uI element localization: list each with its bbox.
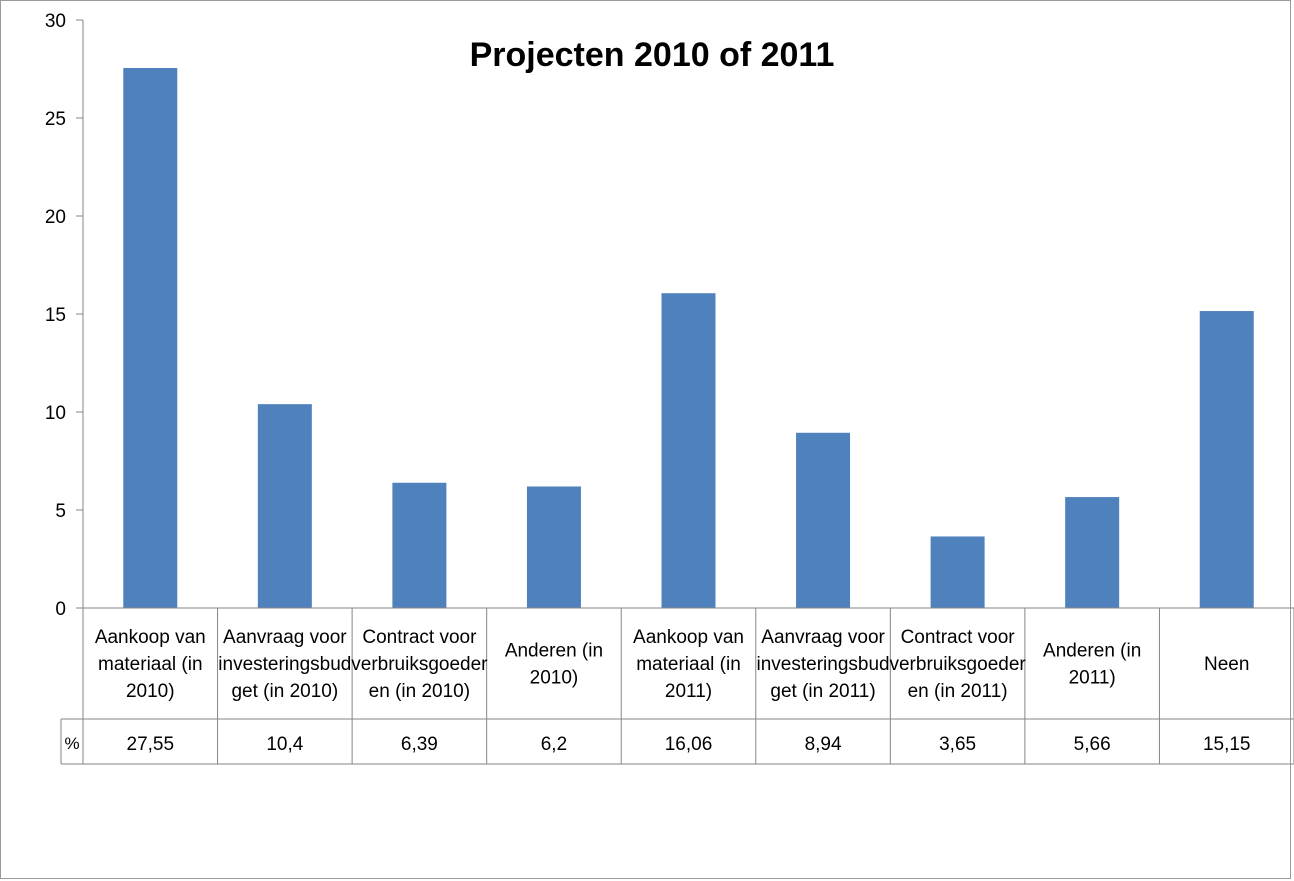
x-category-label: Aankoop van materiaal (in 2011) [633,627,744,702]
bar [123,68,178,608]
x-category-label-line: Aanvraag voor [761,627,885,648]
y-tick-label: 10 [45,403,66,424]
x-category-label-line: Aanvraag voor [223,627,347,648]
x-category-label-line: Anderen (in [1043,641,1141,662]
x-category-label-line: materiaal (in [98,654,203,675]
x-category-label: Aanvraag voor investeringsbud get (in 2011… [757,627,890,702]
table-value-label: 5,66 [1074,734,1111,755]
x-category-label: Anderen (in 2010) [505,641,603,689]
bar [1065,497,1120,608]
x-category-label-line: verbruiksgoeder [351,654,488,675]
bar [257,404,312,608]
table-value-label: 27,55 [127,734,175,755]
x-category-label-line: en (in 2010) [369,681,470,702]
table-value-label: 6,39 [401,734,438,755]
bar [796,432,851,608]
x-category-label-line: investeringsbud [218,654,351,675]
x-category-label-line: Contract voor [362,627,477,648]
table-value-label: 3,65 [939,734,976,755]
chart-title: Projecten 2010 of 2011 [470,36,835,74]
table-series-name: % [64,734,79,753]
x-category-label-line: verbruiksgoeder [889,654,1026,675]
y-tick-label: 30 [45,11,66,32]
bar [1199,311,1254,608]
x-category-label-line: materiaal (in [636,654,741,675]
bar [930,536,985,608]
x-category-label-line: Neen [1204,654,1249,675]
x-category-label-line: Aankoop van [95,627,206,648]
table-value-label: 8,94 [805,734,842,755]
x-category-label: Aankoop van materiaal (in 2010) [95,627,206,702]
y-tick-label: 25 [45,109,66,130]
x-category-label: Neen [1204,654,1249,675]
bar [526,486,581,608]
y-tick-label: 0 [55,599,66,620]
x-category-label-line: 2011) [665,681,712,702]
x-category-label-line: Contract voor [901,627,1016,648]
x-category-label-line: get (in 2010) [231,681,338,702]
y-tick-label: 20 [45,207,66,228]
x-category-label-line: Aankoop van [633,627,744,648]
x-category-label-line: investeringsbud [757,654,890,675]
table-value-label: 16,06 [665,734,713,755]
x-category-label-line: 2010) [126,681,175,702]
y-tick-label: 5 [55,501,66,522]
x-category-label: Contract voor verbruiksgoeder en (in 2010) [351,627,488,702]
x-category-label: Contract voor verbruiksgoeder en (in 2011) [889,627,1026,702]
table-value-label: 6,2 [541,734,567,755]
x-category-label-line: Anderen (in [505,641,603,662]
x-category-label-line: 2010) [530,668,579,689]
y-tick-label: 15 [45,305,66,326]
x-category-label: Aanvraag voor investeringsbud get (in 2010… [218,627,351,702]
bar [392,482,447,608]
x-category-label-line: 2011) [1069,668,1116,689]
table-value-label: 10,4 [266,734,303,755]
x-category-label-line: en (in 2011) [908,681,1008,702]
table-value-label: 15,15 [1203,734,1251,755]
x-category-label: Anderen (in 2011) [1043,641,1141,689]
bar [661,293,716,608]
x-category-label-line: get (in 2011) [770,681,875,702]
